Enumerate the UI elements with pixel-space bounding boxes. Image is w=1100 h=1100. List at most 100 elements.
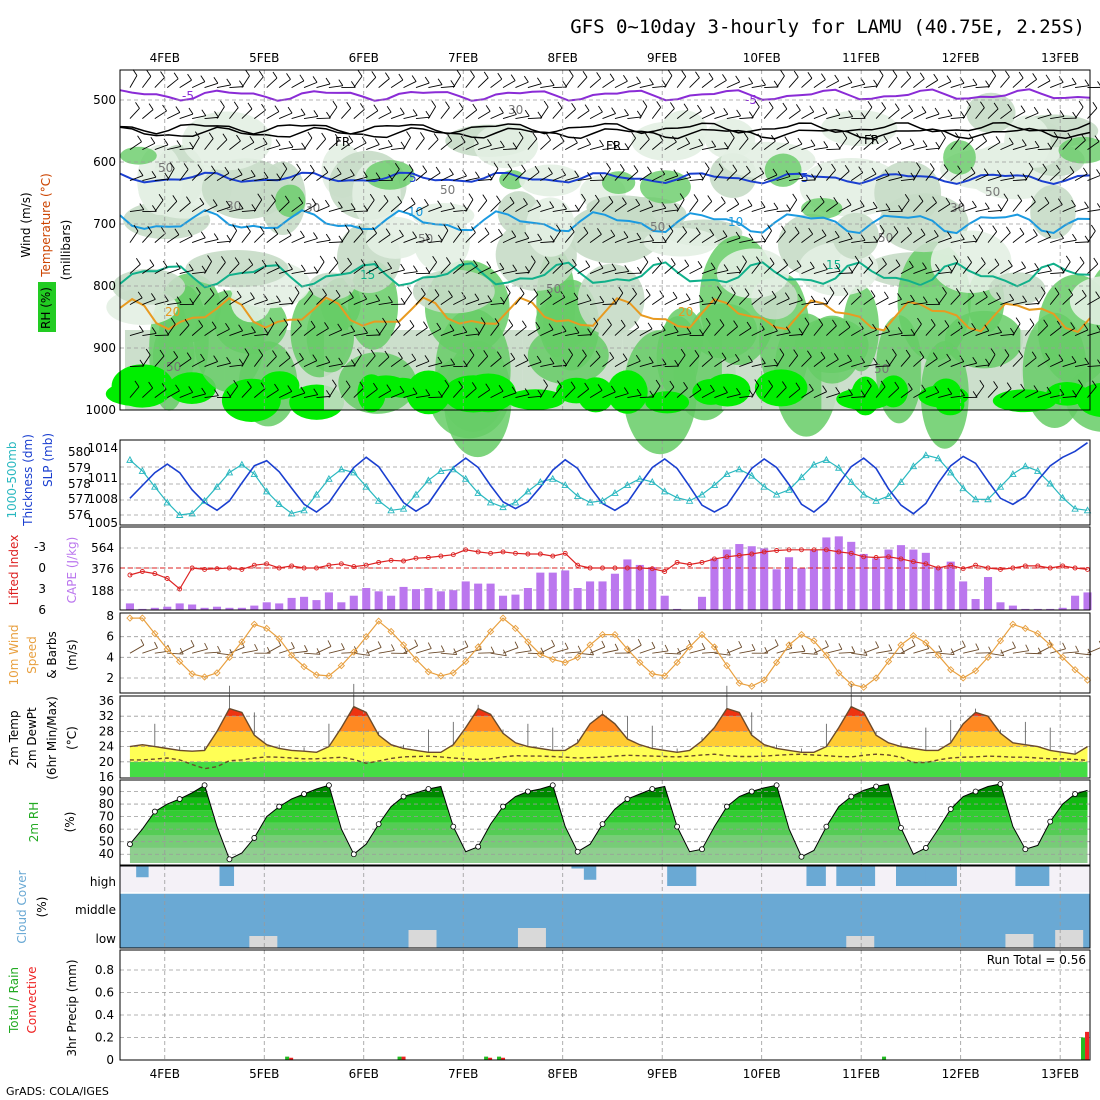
wind-barb-flag	[922, 262, 927, 269]
wind-barb-staff	[1062, 328, 1075, 336]
wind-barb-staff	[577, 199, 586, 212]
lifted-index-point	[189, 565, 195, 571]
wind-barb-flag	[1043, 319, 1049, 326]
wind-barb-staff	[452, 75, 462, 88]
wind-barb-staff	[589, 267, 604, 275]
cape-bar	[486, 583, 495, 610]
wind-barb-staff	[888, 332, 903, 337]
rh2m-label: 2m RH	[27, 802, 41, 843]
lifted-index-point	[500, 549, 506, 555]
rh-contour-label: 50	[440, 183, 455, 197]
wind-barb-flag	[350, 325, 356, 332]
wind-barb-flag	[619, 163, 625, 171]
wind-barb-staff	[652, 173, 665, 182]
wind-barb-flag	[624, 108, 629, 116]
wind-barb-staff	[403, 359, 417, 367]
rh2m-point	[947, 806, 954, 812]
contour-label-lightblue: 10	[728, 215, 743, 229]
wind-barb-staff	[602, 79, 615, 88]
wind-barb-flag	[251, 326, 256, 333]
wind-barb-flag	[733, 320, 738, 327]
lifted-index-point	[736, 552, 742, 558]
wind-barb-staff	[900, 200, 910, 212]
wind-barb-flag	[711, 296, 717, 304]
cape-bar	[411, 589, 421, 610]
wind-barb-staff	[913, 146, 928, 151]
wind-barb-flag	[835, 387, 841, 394]
wind10m-barb	[938, 652, 955, 656]
wind-barb-flag	[648, 356, 654, 363]
wind-barb-staff	[229, 263, 240, 274]
wind-barb-flag	[996, 292, 1001, 299]
thickness-ytick: 580	[68, 445, 91, 459]
wind-barb-staff	[751, 106, 760, 119]
wind-barb-staff	[577, 110, 590, 119]
wind-barb-staff	[577, 300, 592, 306]
thickness-point	[325, 474, 333, 482]
lifted-index-point	[923, 561, 929, 567]
wind-barb-flag	[1044, 196, 1050, 204]
cloud-label: Cloud Cover	[15, 870, 29, 943]
wind-barb-staff	[726, 115, 741, 120]
wind-barb-flag	[188, 386, 194, 393]
wind10m-speed-point	[996, 637, 1005, 645]
wind-barb-flag	[311, 198, 317, 205]
wind-barb-staff	[229, 296, 242, 305]
wind-barb-staff	[1000, 143, 1014, 151]
thickness-point	[1058, 493, 1067, 501]
wind-barb-staff	[863, 363, 878, 368]
rh2m-point	[326, 782, 332, 789]
wind-barb-flag	[804, 317, 810, 324]
wind-barb-flag	[618, 286, 624, 294]
wind-barb-staff	[154, 178, 169, 182]
cloud-level-middle: middle	[75, 903, 116, 917]
wind-barb-staff	[888, 387, 900, 398]
wind-barb-staff	[987, 387, 998, 398]
wind-barb-staff	[527, 239, 542, 244]
precip-run-total: Run Total = 0.56	[987, 953, 1086, 967]
wind-barb-flag	[561, 325, 567, 332]
wind-barb-staff	[366, 334, 381, 337]
rh-shade-mid	[1004, 115, 1051, 170]
wind-barb-flag	[587, 172, 592, 179]
wind-barb-staff	[813, 201, 825, 212]
rh2m-point	[674, 823, 681, 830]
wind-barb-flag	[647, 322, 653, 330]
lifted-index-point	[998, 566, 1003, 572]
wind-barb-staff	[938, 115, 953, 120]
wind-barb-flag	[884, 169, 890, 176]
wind-barb-staff	[602, 201, 614, 212]
wind-barb-flag	[208, 132, 214, 139]
wind-barb-flag	[511, 386, 517, 394]
cape-bar	[760, 548, 769, 610]
wind-barb-staff	[975, 330, 989, 337]
wind-barb-flag	[233, 101, 239, 108]
wind-barb-flag	[444, 379, 450, 387]
wind-barb-flag	[469, 349, 475, 356]
wind-barb-staff	[664, 331, 679, 337]
wind-barb-flag	[133, 224, 139, 232]
wind-barb-flag	[424, 198, 429, 206]
wind-barb-staff	[776, 332, 791, 337]
wind10m-barb	[589, 646, 605, 654]
wind10m-barb	[565, 651, 582, 654]
lifted-index-point	[1022, 563, 1028, 569]
wind-barb-staff	[278, 79, 291, 88]
wind-barb-flag	[1067, 132, 1073, 140]
wind-barb-flag	[534, 165, 540, 173]
wind-barb-flag	[261, 259, 267, 267]
wind-barb-flag	[649, 78, 654, 85]
wind-barb-staff	[403, 203, 416, 212]
lifted-index-point	[525, 551, 531, 557]
wind-barb-staff	[540, 84, 555, 89]
wind-barb-flag	[907, 383, 913, 390]
wind-barb-staff	[539, 106, 549, 119]
wind-barb-staff	[614, 80, 628, 89]
wind-barb-flag	[1018, 71, 1024, 79]
wind10m-speed-point	[1009, 620, 1017, 628]
wind-barb-staff	[900, 266, 914, 274]
upper-frame	[119, 69, 1091, 411]
lifted-index-point	[289, 563, 295, 569]
wind-barb-flag	[369, 193, 375, 201]
wind-barb-flag	[135, 102, 140, 109]
